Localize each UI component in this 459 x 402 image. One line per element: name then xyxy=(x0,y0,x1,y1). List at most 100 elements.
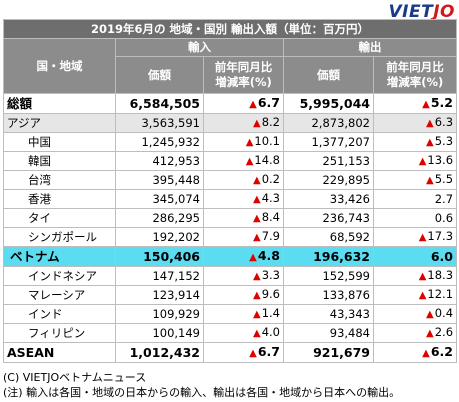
yoy-value: 0.4 xyxy=(434,306,454,320)
yoy-value: 4.0 xyxy=(261,325,280,339)
table-body: 総額 6,584,505 ▲6.7 5,995,044 ▲5.2 アジア 3,563,591… xyxy=(3,93,458,363)
import-yoy: ▲1.4 xyxy=(203,304,284,324)
export-value: 229,895 xyxy=(283,170,374,190)
import-value: 109,929 xyxy=(115,304,204,324)
import-yoy: ▲6.7 xyxy=(203,342,284,363)
import-value: 150,406 xyxy=(115,246,204,267)
yoy-value: 6.2 xyxy=(430,344,454,359)
increase-triangle-icon: ▲ xyxy=(422,99,430,110)
import-yoy: ▲4.8 xyxy=(203,246,284,267)
country-name: マレーシア xyxy=(3,285,116,305)
yoy-value: 4.8 xyxy=(257,248,280,263)
import-header: 輸入 xyxy=(115,38,284,57)
increase-triangle-icon: ▲ xyxy=(245,137,254,148)
column-header-row: 価額 前年同月比 増減率(%) 価額 前年同月比 増減率(%) xyxy=(4,56,458,94)
increase-triangle-icon: ▲ xyxy=(253,232,261,243)
import-value: 6,584,505 xyxy=(115,93,204,114)
country-name: アジア xyxy=(3,113,116,133)
export-yoy: ▲12.1 xyxy=(372,285,458,305)
export-value: 152,599 xyxy=(283,266,374,286)
export-yoy: 2.7 xyxy=(372,189,458,209)
import-yoy-line1: 前年同月比 xyxy=(214,60,273,74)
import-value: 286,295 xyxy=(115,208,204,228)
export-value: 133,876 xyxy=(283,285,374,305)
country-name: シンガポール xyxy=(3,227,116,247)
yoy-value: 6.7 xyxy=(257,344,280,359)
yoy-value: 14.8 xyxy=(254,153,280,167)
country-name: インドネシア xyxy=(3,266,116,286)
increase-triangle-icon: ▲ xyxy=(249,348,257,359)
table-row: 総額 6,584,505 ▲6.7 5,995,044 ▲5.2 xyxy=(3,93,458,114)
export-value: 93,484 xyxy=(283,323,374,343)
export-yoy: ▲0.4 xyxy=(372,304,458,324)
table-row: インド 109,929 ▲1.4 43,343 ▲0.4 xyxy=(3,304,458,324)
increase-triangle-icon: ▲ xyxy=(253,290,261,301)
yoy-value: 3.3 xyxy=(261,268,280,282)
yoy-value: 6.0 xyxy=(430,249,454,264)
increase-triangle-icon: ▲ xyxy=(253,194,261,205)
yoy-value: 10.1 xyxy=(254,134,280,148)
vietjo-logo: VIETJO xyxy=(389,2,455,22)
import-yoy: ▲7.9 xyxy=(203,227,284,247)
export-yoy: ▲2.6 xyxy=(372,323,458,343)
export-value: 5,995,044 xyxy=(283,93,374,114)
import-yoy: ▲14.8 xyxy=(203,151,284,171)
export-value: 43,343 xyxy=(283,304,374,324)
country-name: タイ xyxy=(3,208,116,228)
export-yoy: ▲5.2 xyxy=(372,93,458,114)
import-value: 395,448 xyxy=(115,170,204,190)
yoy-value: 5.3 xyxy=(434,134,454,148)
table-row: シンガポール 192,202 ▲7.9 68,592 ▲17.3 xyxy=(3,227,458,247)
export-value: 68,592 xyxy=(283,227,374,247)
increase-triangle-icon: ▲ xyxy=(249,99,257,110)
export-header: 輸出 xyxy=(282,38,458,57)
yoy-value: 18.3 xyxy=(427,268,454,282)
yoy-value: 1.4 xyxy=(261,306,280,320)
increase-triangle-icon: ▲ xyxy=(418,271,427,282)
yoy-value: 5.5 xyxy=(434,172,454,186)
country-name: 中国 xyxy=(3,132,116,152)
export-yoy-header: 前年同月比 増減率(%) xyxy=(372,56,458,94)
import-yoy: ▲4.3 xyxy=(203,189,284,209)
export-value: 236,743 xyxy=(283,208,374,228)
export-value: 1,377,207 xyxy=(283,132,374,152)
yoy-value: 8.4 xyxy=(261,210,280,224)
increase-triangle-icon: ▲ xyxy=(253,175,261,186)
table-title: 2019年6月の 地域・国別 輸出入額（単位：百万円） xyxy=(2,19,458,39)
export-yoy: 6.0 xyxy=(372,246,458,267)
export-yoy: ▲17.3 xyxy=(372,227,458,247)
export-yoy: ▲5.3 xyxy=(372,132,458,152)
export-value: 196,632 xyxy=(283,246,374,267)
country-name: 韓国 xyxy=(3,151,116,171)
increase-triangle-icon: ▲ xyxy=(426,118,434,129)
table-row: ベトナム 150,406 ▲4.8 196,632 6.0 xyxy=(3,246,458,267)
increase-triangle-icon: ▲ xyxy=(249,252,257,263)
import-value: 412,953 xyxy=(115,151,204,171)
increase-triangle-icon: ▲ xyxy=(418,290,427,301)
export-yoy: 0.6 xyxy=(372,208,458,228)
yoy-value: 6.7 xyxy=(257,95,280,110)
increase-triangle-icon: ▲ xyxy=(426,328,434,339)
export-yoy: ▲13.6 xyxy=(372,151,458,171)
table-row: タイ 286,295 ▲8.4 236,743 0.6 xyxy=(3,208,458,228)
increase-triangle-icon: ▲ xyxy=(422,348,430,359)
export-value: 921,679 xyxy=(283,342,374,363)
yoy-value: 8.2 xyxy=(261,115,280,129)
country-name: インド xyxy=(3,304,116,324)
increase-triangle-icon: ▲ xyxy=(426,137,434,148)
country-name: ASEAN xyxy=(3,342,116,363)
export-yoy-line1: 前年同月比 xyxy=(386,60,444,74)
increase-triangle-icon: ▲ xyxy=(418,156,427,167)
import-yoy: ▲0.2 xyxy=(203,170,284,190)
import-yoy: ▲4.0 xyxy=(203,323,284,343)
import-yoy-header: 前年同月比 増減率(%) xyxy=(203,56,284,94)
copyright-note: (C) VIETJOベトナムニュース xyxy=(3,371,147,384)
increase-triangle-icon: ▲ xyxy=(253,118,261,129)
import-value: 123,914 xyxy=(115,285,204,305)
yoy-value: 0.6 xyxy=(434,210,454,225)
import-yoy: ▲8.4 xyxy=(203,208,284,228)
import-yoy: ▲6.7 xyxy=(203,93,284,114)
footnote: (注) 輸入は各国・地域の日本からの輸入、輸出は各国・地域から日本への輸出。 xyxy=(3,386,401,399)
table-row: 中国 1,245,932 ▲10.1 1,377,207 ▲5.3 xyxy=(3,132,458,152)
export-value-header: 価額 xyxy=(283,56,374,94)
